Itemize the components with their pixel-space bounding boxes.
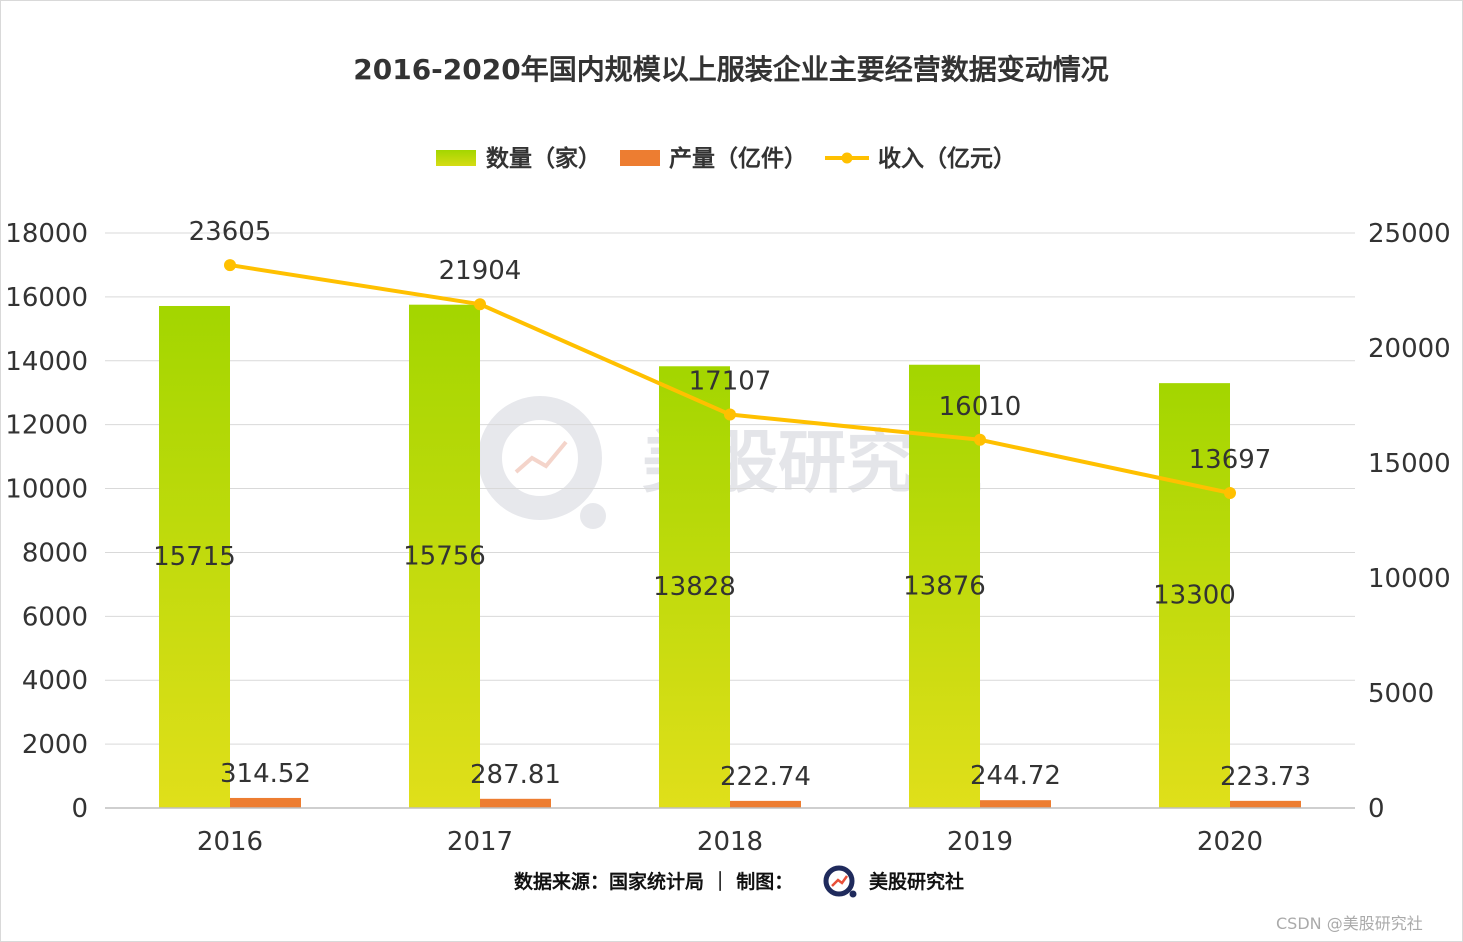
bar-output <box>1230 800 1301 808</box>
watermark: 美股研究社 <box>478 396 982 529</box>
revenue-marker <box>474 298 486 311</box>
y-right-tick-label: 20000 <box>1368 334 1451 364</box>
legend: 数量（家） 产量（亿件） 收入（亿元） <box>436 145 1016 172</box>
data-label-count: 13828 <box>653 572 736 602</box>
y-right-tick-label: 10000 <box>1368 564 1451 594</box>
data-label-output: 314.52 <box>220 759 311 789</box>
data-labels: 15715 314.52 15756 287.81 13828 222.74 13876 24… <box>153 217 1311 792</box>
axes: 0 2000 4000 6000 8000 10000 12000 14000 16000 180… <box>5 219 1450 857</box>
legend-label-count: 数量（家） <box>486 145 601 172</box>
data-label-revenue: 16010 <box>939 392 1022 422</box>
bar-count <box>1159 383 1230 808</box>
chart-title: 2016-2020年国内规模以上服装企业主要经营数据变动情况 <box>353 53 1108 86</box>
data-label-output: 287.81 <box>470 760 561 790</box>
y-right-tick-label: 25000 <box>1368 219 1451 249</box>
data-label-revenue: 13697 <box>1189 445 1272 475</box>
bar-output <box>980 800 1051 808</box>
data-label-count: 15715 <box>153 542 236 572</box>
x-tick-label: 2019 <box>947 827 1013 857</box>
x-tick-label: 2020 <box>1197 827 1263 857</box>
x-tick-label: 2016 <box>197 827 263 857</box>
legend-swatch-count <box>436 150 476 166</box>
legend-label-output: 产量（亿件） <box>669 145 807 172</box>
y-right-tick-label: 5000 <box>1368 679 1434 709</box>
data-label-count: 15756 <box>403 541 486 571</box>
bar-count <box>659 366 730 808</box>
footer-brand-logo-icon <box>823 865 857 898</box>
y-left-tick-label: 10000 <box>5 475 88 505</box>
data-label-output: 244.72 <box>970 761 1061 791</box>
y-left-tick-label: 18000 <box>5 219 88 249</box>
y-left-tick-label: 16000 <box>5 283 88 313</box>
data-label-output: 222.74 <box>720 762 811 792</box>
y-right-tick-label: 0 <box>1368 794 1385 824</box>
legend-swatch-output <box>620 150 660 166</box>
bars <box>159 304 1301 808</box>
watermark-trend-icon <box>514 440 568 474</box>
data-label-output: 223.73 <box>1220 762 1311 792</box>
y-left-tick-label: 0 <box>71 794 88 824</box>
x-tick-label: 2017 <box>447 827 513 857</box>
x-tick-label: 2018 <box>697 827 763 857</box>
credit-text: CSDN @美股研究社 <box>1276 914 1423 933</box>
bar-output <box>730 800 801 808</box>
bar-count <box>409 304 480 808</box>
watermark-logo-icon <box>478 396 602 520</box>
data-label-revenue: 23605 <box>189 217 272 247</box>
data-label-count: 13876 <box>903 571 986 601</box>
y-left-tick-label: 2000 <box>22 730 88 760</box>
bar-output <box>230 797 301 808</box>
revenue-marker <box>724 408 736 421</box>
y-left-tick-label: 14000 <box>5 347 88 377</box>
data-label-revenue: 21904 <box>439 256 522 286</box>
y-left-tick-label: 8000 <box>22 538 88 568</box>
y-left-tick-label: 12000 <box>5 411 88 441</box>
legend-label-revenue: 收入（亿元） <box>878 145 1016 172</box>
data-label-revenue: 17107 <box>689 367 772 397</box>
bar-output <box>480 798 551 808</box>
revenue-line-series <box>224 259 1236 499</box>
data-label-count: 13300 <box>1153 581 1236 611</box>
revenue-marker <box>974 433 986 446</box>
footer-brand: 美股研究社 <box>869 870 964 893</box>
legend-swatch-revenue-marker <box>841 152 853 164</box>
revenue-marker <box>1224 486 1236 499</box>
y-right-tick-label: 15000 <box>1368 449 1451 479</box>
revenue-marker <box>224 259 236 272</box>
bar-count <box>159 305 230 808</box>
watermark-logo-dot <box>580 503 606 529</box>
y-left-tick-label: 4000 <box>22 666 88 696</box>
y-left-tick-label: 6000 <box>22 602 88 632</box>
source-note: 数据来源：国家统计局 ｜ 制图： <box>514 870 793 893</box>
